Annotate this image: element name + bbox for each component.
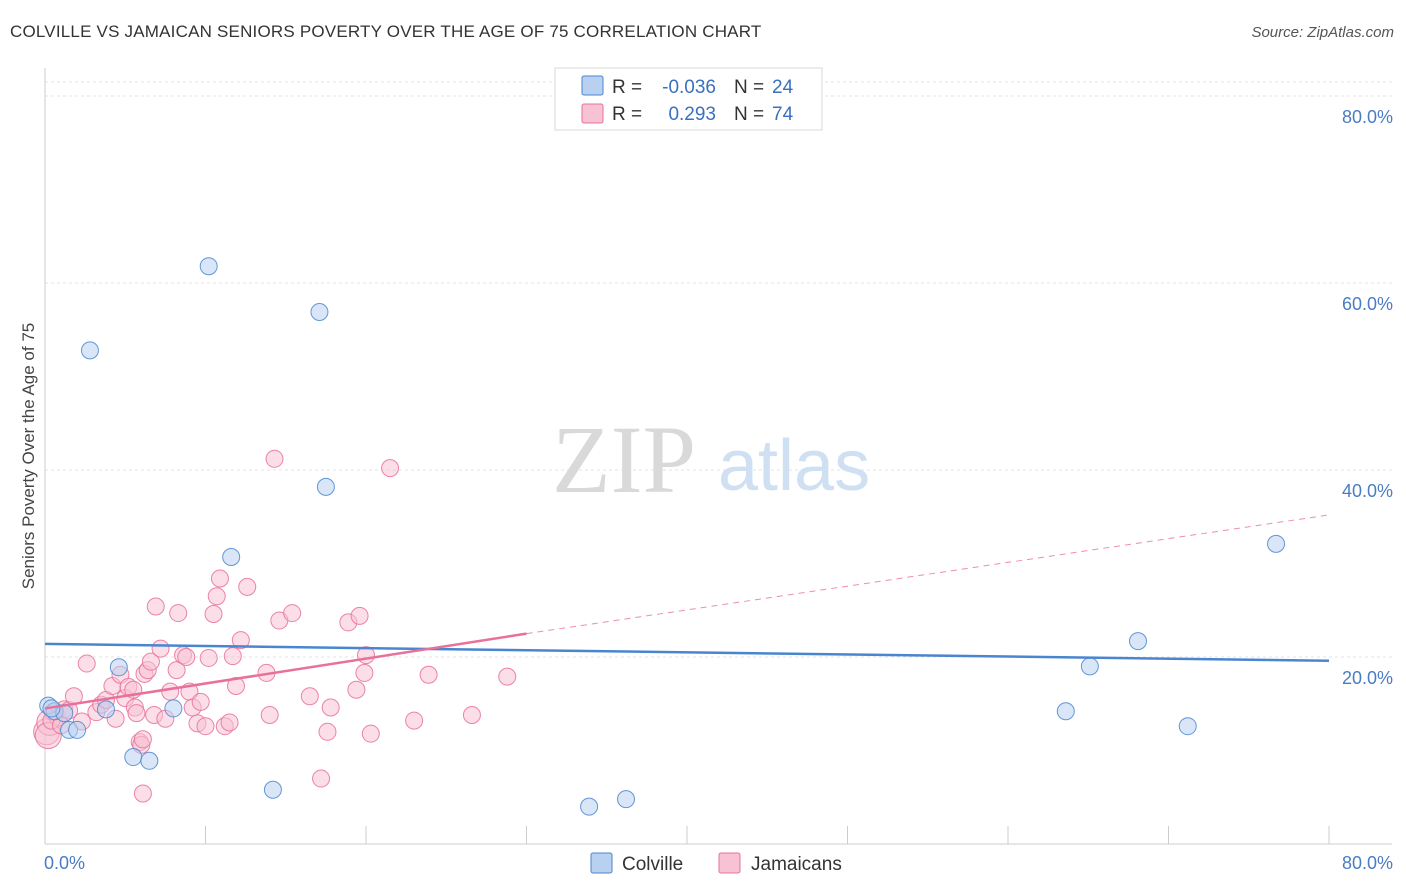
legend-colville-n-label: N = bbox=[734, 77, 764, 98]
jamaicans-point-22 bbox=[133, 730, 152, 749]
legend-bottom-jamaicans-label: Jamaicans bbox=[751, 854, 842, 875]
jamaicans-points bbox=[33, 449, 517, 803]
chart-title: COLVILLE VS JAMAICAN SENIORS POVERTY OVE… bbox=[10, 22, 762, 41]
legend-colville-swatch bbox=[581, 75, 604, 96]
jamaicans-point-69 bbox=[462, 705, 481, 724]
colville-points bbox=[39, 257, 1286, 816]
jamaicans-point-46 bbox=[220, 713, 239, 732]
jamaicans-point-52 bbox=[260, 705, 279, 724]
x-axis-ticks bbox=[44, 826, 1330, 844]
jamaicans-point-50 bbox=[238, 577, 257, 596]
jamaicans-point-31 bbox=[161, 682, 180, 701]
jamaicans-point-61 bbox=[347, 680, 366, 699]
watermark: ZIP atlas bbox=[552, 406, 870, 513]
jamaicans-point-35 bbox=[177, 648, 196, 667]
legend-bottom-colville-label: Colville bbox=[622, 854, 683, 875]
jamaicans-point-53 bbox=[265, 449, 284, 468]
colville-point-13 bbox=[310, 303, 329, 322]
jamaicans-point-67 bbox=[405, 711, 424, 730]
jamaicans-point-43 bbox=[207, 587, 226, 606]
legend-jamaicans-r-label: R = bbox=[612, 104, 642, 125]
colville-point-8 bbox=[140, 751, 159, 770]
watermark-atlas: atlas bbox=[718, 426, 870, 506]
jamaicans-point-55 bbox=[283, 604, 302, 623]
jamaicans-point-8 bbox=[77, 654, 96, 673]
jamaicans-point-32 bbox=[167, 661, 186, 680]
source-label: Source: ZipAtlas.com bbox=[1251, 24, 1394, 41]
legend-colville-r-label: R = bbox=[612, 77, 642, 98]
legend-colville-n-value: 24 bbox=[772, 77, 794, 98]
jamaicans-point-59 bbox=[321, 698, 340, 717]
colville-point-4 bbox=[68, 720, 87, 739]
jamaicans-point-57 bbox=[312, 769, 331, 788]
jamaicans-point-26 bbox=[141, 652, 160, 671]
jamaicans-point-63 bbox=[355, 663, 374, 682]
jamaicans-trend-line bbox=[44, 632, 527, 710]
colville-point-9 bbox=[164, 699, 183, 718]
legend-bottom-jamaicans-swatch bbox=[718, 852, 741, 874]
jamaicans-point-39 bbox=[191, 692, 210, 711]
y-tick-label-80: 80.0% bbox=[1342, 107, 1393, 127]
jamaicans-point-49 bbox=[231, 631, 250, 650]
jamaicans-point-29 bbox=[151, 639, 170, 658]
legend-jamaicans-n-label: N = bbox=[734, 104, 764, 125]
legend-top: R = -0.036 N = 24 R = 0.293 N = 74 bbox=[554, 67, 823, 131]
legend-bottom-colville-swatch bbox=[590, 852, 613, 874]
jamaicans-trend-extension bbox=[526, 514, 1330, 635]
colville-point-6 bbox=[109, 658, 128, 677]
colville-point-10 bbox=[199, 257, 218, 276]
jamaicans-point-44 bbox=[210, 569, 229, 588]
y-tick-label-20: 20.0% bbox=[1342, 668, 1393, 688]
legend-jamaicans-n-value: 74 bbox=[772, 104, 794, 125]
trend-lines bbox=[44, 514, 1330, 710]
colville-point-20 bbox=[1178, 717, 1197, 736]
jamaicans-point-58 bbox=[318, 722, 337, 741]
jamaicans-point-42 bbox=[204, 605, 223, 624]
jamaicans-point-33 bbox=[169, 604, 188, 623]
jamaicans-point-66 bbox=[381, 459, 400, 478]
jamaicans-point-65 bbox=[361, 724, 380, 743]
colville-point-18 bbox=[1080, 657, 1099, 676]
jamaicans-point-56 bbox=[300, 687, 319, 706]
colville-point-14 bbox=[316, 477, 335, 496]
legend-jamaicans-swatch bbox=[581, 103, 604, 124]
jamaicans-point-23 bbox=[133, 784, 152, 803]
colville-point-7 bbox=[124, 748, 143, 767]
colville-point-12 bbox=[263, 780, 282, 799]
watermark-zip: ZIP bbox=[552, 406, 696, 513]
y-axis-label: Seniors Poverty Over the Age of 75 bbox=[19, 323, 38, 589]
jamaicans-point-47 bbox=[223, 647, 242, 666]
colville-point-21 bbox=[1267, 534, 1286, 553]
x-tick-label-min: 0.0% bbox=[44, 853, 85, 873]
jamaicans-point-48 bbox=[226, 676, 245, 695]
colville-point-23 bbox=[96, 700, 115, 719]
jamaicans-point-62 bbox=[350, 606, 369, 625]
legend-jamaicans-r-value: 0.293 bbox=[668, 104, 716, 125]
jamaicans-point-19 bbox=[127, 704, 146, 723]
grid-lines bbox=[45, 81, 1392, 658]
colville-point-11 bbox=[222, 547, 241, 566]
colville-point-17 bbox=[1056, 702, 1075, 721]
jamaicans-point-70 bbox=[498, 667, 517, 686]
legend-colville-r-value: -0.036 bbox=[662, 77, 716, 98]
y-tick-labels: 20.0% 40.0% 60.0% 80.0% bbox=[1342, 107, 1393, 688]
colville-point-5 bbox=[80, 341, 99, 360]
y-tick-label-60: 60.0% bbox=[1342, 294, 1393, 314]
colville-point-16 bbox=[617, 790, 636, 809]
jamaicans-point-41 bbox=[199, 648, 218, 667]
colville-point-15 bbox=[580, 797, 599, 816]
y-tick-label-40: 40.0% bbox=[1342, 481, 1393, 501]
jamaicans-point-28 bbox=[146, 597, 165, 616]
colville-point-19 bbox=[1129, 632, 1148, 651]
legend-bottom: Colville Jamaicans bbox=[590, 852, 842, 875]
jamaicans-point-68 bbox=[419, 665, 438, 684]
jamaicans-point-40 bbox=[196, 717, 215, 736]
colville-trend-line bbox=[44, 642, 1330, 663]
x-tick-label-max: 80.0% bbox=[1342, 853, 1393, 873]
